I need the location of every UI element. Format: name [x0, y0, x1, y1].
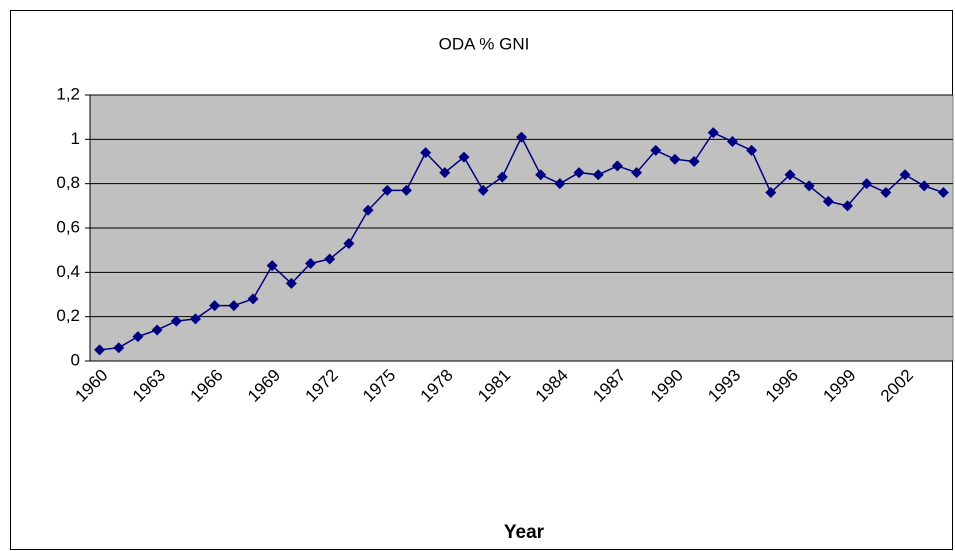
- data-point: [247, 293, 259, 305]
- data-point: [842, 200, 854, 212]
- data-point: [611, 160, 623, 172]
- data-point: [132, 331, 144, 343]
- data-point: [707, 127, 719, 139]
- data-point: [170, 315, 182, 327]
- data-point: [650, 144, 662, 156]
- data-point: [324, 253, 336, 265]
- data-point: [554, 178, 566, 190]
- data-point: [803, 180, 815, 192]
- data-point: [765, 187, 777, 199]
- data-point: [918, 180, 930, 192]
- data-point: [400, 184, 412, 196]
- data-point: [439, 167, 451, 179]
- data-point: [209, 300, 221, 312]
- data-point: [880, 187, 892, 199]
- data-point: [535, 169, 547, 181]
- data-point: [822, 195, 834, 207]
- data-point: [784, 169, 796, 181]
- data-point: [669, 153, 681, 165]
- data-point: [592, 169, 604, 181]
- data-point: [496, 171, 508, 183]
- data-point: [458, 151, 470, 163]
- data-point: [937, 187, 949, 199]
- data-point: [516, 131, 527, 143]
- data-point: [189, 313, 201, 325]
- data-point: [228, 300, 240, 312]
- data-point: [151, 324, 163, 336]
- y-tick-label: 1: [71, 129, 80, 148]
- data-point: [381, 184, 393, 196]
- data-point: [688, 156, 700, 167]
- data-point: [94, 344, 106, 356]
- data-point: [343, 238, 355, 250]
- chart-title: ODA % GNI: [439, 34, 530, 53]
- x-axis-title: Year: [504, 522, 545, 543]
- data-point: [573, 167, 585, 179]
- data-point: [726, 136, 738, 148]
- data-point: [861, 178, 873, 190]
- data-point: [746, 144, 758, 156]
- data-point: [285, 277, 297, 289]
- y-tick-label: 0,6: [56, 217, 80, 236]
- data-point: [305, 257, 317, 269]
- data-point: [362, 204, 374, 216]
- y-tick-label: 0,2: [56, 306, 80, 325]
- y-tick-label: 1,2: [56, 84, 80, 103]
- data-point: [899, 169, 911, 181]
- data-point: [113, 342, 125, 354]
- data-point: [631, 167, 643, 179]
- y-tick-label: 0: [71, 350, 80, 369]
- data-point: [420, 147, 432, 159]
- y-tick-label: 0,4: [56, 262, 80, 281]
- data-point: [266, 260, 278, 272]
- data-point: [477, 184, 489, 196]
- y-tick-label: 0,8: [56, 173, 80, 192]
